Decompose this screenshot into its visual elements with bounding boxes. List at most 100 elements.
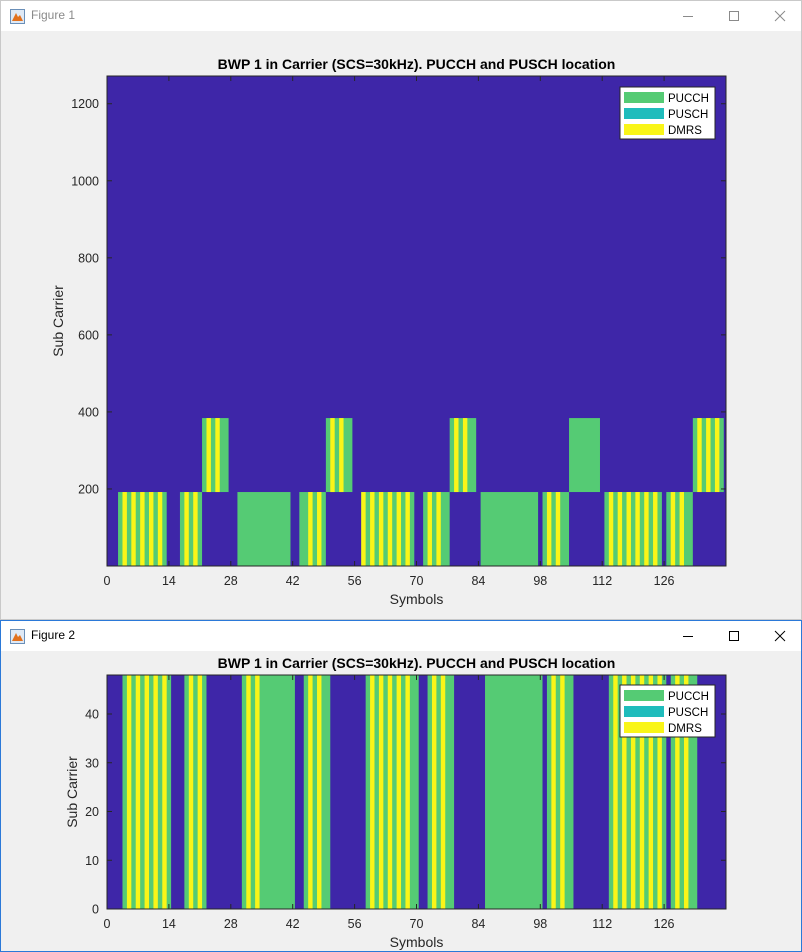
legend-swatch bbox=[624, 690, 664, 701]
y-tick-label: 800 bbox=[78, 251, 99, 265]
dmrs-symbol bbox=[551, 675, 556, 909]
dmrs-symbol bbox=[608, 492, 614, 566]
y-tick-label: 1200 bbox=[71, 97, 99, 111]
dmrs-symbol bbox=[555, 492, 561, 566]
dmrs-symbol bbox=[378, 675, 384, 909]
y-tick-label: 1000 bbox=[71, 174, 99, 188]
chart-title: BWP 1 in Carrier (SCS=30kHz). PUCCH and … bbox=[218, 56, 616, 72]
x-tick-label: 70 bbox=[410, 574, 424, 588]
minimize-button[interactable] bbox=[665, 621, 711, 651]
dmrs-symbol bbox=[184, 492, 189, 566]
pusch-block bbox=[485, 675, 543, 909]
close-button[interactable] bbox=[757, 1, 802, 31]
maximize-icon bbox=[729, 631, 739, 641]
x-tick-label: 98 bbox=[533, 917, 547, 931]
dmrs-symbol bbox=[622, 675, 627, 909]
dmrs-symbol bbox=[462, 418, 468, 493]
x-tick-label: 98 bbox=[533, 574, 547, 588]
dmrs-symbol bbox=[387, 675, 393, 909]
matlab-figure-icon bbox=[10, 629, 25, 644]
minimize-button[interactable] bbox=[665, 1, 711, 31]
dmrs-symbol bbox=[653, 492, 658, 566]
dmrs-symbol bbox=[126, 675, 132, 909]
y-tick-label: 30 bbox=[85, 756, 99, 770]
dmrs-symbol bbox=[613, 675, 618, 909]
dmrs-symbol bbox=[644, 492, 649, 566]
dmrs-symbol bbox=[317, 675, 322, 909]
minimize-icon bbox=[683, 16, 693, 17]
dmrs-symbol bbox=[405, 675, 410, 909]
dmrs-symbol bbox=[436, 492, 441, 566]
legend-label: PUCCH bbox=[668, 93, 709, 105]
dmrs-symbol bbox=[706, 418, 711, 493]
dmrs-symbol bbox=[157, 492, 163, 566]
pusch-block bbox=[237, 492, 291, 566]
dmrs-symbol bbox=[617, 492, 623, 566]
dmrs-symbol bbox=[378, 492, 384, 566]
dmrs-symbol bbox=[427, 492, 432, 566]
legend-label: DMRS bbox=[668, 723, 702, 735]
dmrs-symbol bbox=[635, 492, 640, 566]
title-bar[interactable]: Figure 1 bbox=[1, 1, 801, 31]
dmrs-symbol bbox=[339, 418, 344, 493]
dmrs-symbol bbox=[308, 675, 313, 909]
title-bar[interactable]: Figure 2 bbox=[1, 621, 801, 651]
dmrs-symbol bbox=[714, 418, 720, 493]
legend-label: PUSCH bbox=[668, 109, 708, 121]
x-tick-label: 84 bbox=[471, 574, 485, 588]
dmrs-symbol bbox=[396, 492, 402, 566]
dmrs-symbol bbox=[308, 492, 313, 566]
figure-2-window: Figure 2 0 14 28 42 56 70 84 98 112 126 0 10 20 30 40 B… bbox=[0, 620, 802, 952]
x-axis-label: Symbols bbox=[390, 591, 444, 607]
x-tick-label: 28 bbox=[224, 917, 238, 931]
legend-swatch bbox=[624, 124, 664, 135]
dmrs-symbol bbox=[626, 492, 631, 566]
y-axis-label: Sub Carrier bbox=[64, 756, 80, 828]
pusch-block bbox=[604, 492, 662, 566]
figure-1-window: Figure 1 0 14 28 42 56 70 84 98 112 126 200 400 600 8… bbox=[0, 0, 802, 620]
chart-title: BWP 1 in Carrier (SCS=30kHz). PUCCH and … bbox=[218, 655, 616, 671]
pusch-block bbox=[179, 492, 203, 566]
dmrs-symbol bbox=[193, 492, 198, 566]
y-tick-label: 600 bbox=[78, 328, 99, 342]
matlab-figure-icon bbox=[10, 9, 25, 24]
dmrs-symbol bbox=[246, 675, 251, 909]
dmrs-symbol bbox=[149, 492, 154, 566]
dmrs-symbol bbox=[440, 675, 446, 909]
x-tick-label: 112 bbox=[592, 574, 612, 588]
x-tick-label: 56 bbox=[348, 917, 362, 931]
close-button[interactable] bbox=[757, 621, 802, 651]
dmrs-symbol bbox=[140, 492, 145, 566]
legend-label: DMRS bbox=[668, 125, 702, 137]
dmrs-symbol bbox=[162, 675, 167, 909]
dmrs-symbol bbox=[255, 675, 260, 909]
legend: PUCCH PUSCH DMRS bbox=[619, 684, 716, 738]
x-tick-label: 112 bbox=[592, 917, 612, 931]
maximize-icon bbox=[729, 11, 739, 21]
maximize-button[interactable] bbox=[711, 1, 757, 31]
dmrs-symbol bbox=[675, 675, 680, 909]
dmrs-symbol bbox=[370, 492, 375, 566]
y-tick-label: 20 bbox=[85, 805, 99, 819]
dmrs-symbol bbox=[387, 492, 393, 566]
x-tick-label: 14 bbox=[162, 917, 176, 931]
dmrs-symbol bbox=[454, 418, 459, 493]
dmrs-symbol bbox=[405, 492, 410, 566]
x-tick-label: 56 bbox=[348, 574, 362, 588]
dmrs-symbol bbox=[330, 418, 335, 493]
legend: PUCCH PUSCH DMRS bbox=[619, 86, 716, 140]
x-tick-label: 42 bbox=[286, 917, 300, 931]
dmrs-symbol bbox=[144, 675, 150, 909]
pusch-block bbox=[299, 492, 326, 566]
y-tick-label: 40 bbox=[85, 708, 99, 722]
dmrs-symbol bbox=[131, 492, 136, 566]
figure-2-plot: 0 14 28 42 56 70 84 98 112 126 0 10 20 30 40 BWP 1 in C… bbox=[64, 655, 727, 950]
y-tick-label: 400 bbox=[78, 405, 99, 419]
x-tick-label: 126 bbox=[654, 574, 675, 588]
dmrs-symbol bbox=[153, 675, 158, 909]
dmrs-symbol bbox=[697, 418, 702, 493]
x-tick-label: 70 bbox=[410, 917, 424, 931]
x-tick-label: 84 bbox=[471, 917, 485, 931]
maximize-button[interactable] bbox=[711, 621, 757, 651]
minimize-icon bbox=[683, 636, 693, 637]
